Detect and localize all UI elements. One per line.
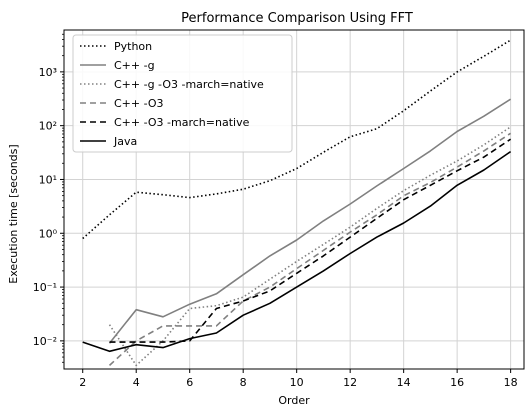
x-tick-label: 16: [450, 376, 464, 389]
legend-box: [72, 34, 293, 153]
series-line-python: [82, 39, 512, 240]
legend: Python C++ -g C++ -g -O3 -march=native C++ …: [72, 34, 293, 153]
x-tick-label: 10: [290, 376, 304, 389]
y-tick-label: 10³: [39, 66, 57, 79]
plot-frame: [63, 29, 525, 370]
series-line-cpp-g-o3-march-native: [108, 126, 512, 367]
x-axis-label: Order: [278, 394, 310, 407]
series-line-cpp-o3: [108, 132, 512, 366]
y-tick-label: 10⁻¹: [33, 281, 57, 294]
series-line-java: [82, 150, 512, 353]
series-line-cpp-g: [108, 98, 512, 344]
legend-label: C++ -g: [114, 59, 155, 72]
y-axis-label: Execution time [seconds]: [7, 144, 20, 283]
legend-label: C++ -g -O3 -march=native: [114, 78, 264, 91]
y-tick-label: 10⁰: [39, 227, 58, 240]
x-tick-label: 14: [397, 376, 411, 389]
y-axis-ticks: 10⁻² 10⁻¹ 10⁰ 10¹ 10² 10³: [33, 33, 64, 363]
y-tick-label: 10²: [39, 120, 57, 133]
x-tick-label: 6: [186, 376, 193, 389]
legend-label: Python: [114, 40, 152, 53]
series-lines: [82, 39, 512, 367]
x-tick-label: 12: [343, 376, 357, 389]
chart-title: Performance Comparison Using FFT: [181, 11, 413, 26]
x-tick-label: 2: [79, 376, 86, 389]
x-tick-label: 4: [133, 376, 140, 389]
grid: [64, 30, 524, 369]
legend-label: C++ -O3: [114, 97, 164, 110]
y-tick-label: 10¹: [39, 173, 57, 186]
legend-label: Java: [113, 135, 137, 148]
x-tick-label: 8: [240, 376, 247, 389]
x-axis-ticks: 2 4 6 8 10 12 14 16 18: [79, 369, 518, 389]
y-tick-label: 10⁻²: [33, 335, 57, 348]
legend-label: C++ -O3 -march=native: [114, 116, 250, 129]
x-tick-label: 18: [504, 376, 518, 389]
series-line-cpp-o3-march-native: [109, 138, 512, 343]
